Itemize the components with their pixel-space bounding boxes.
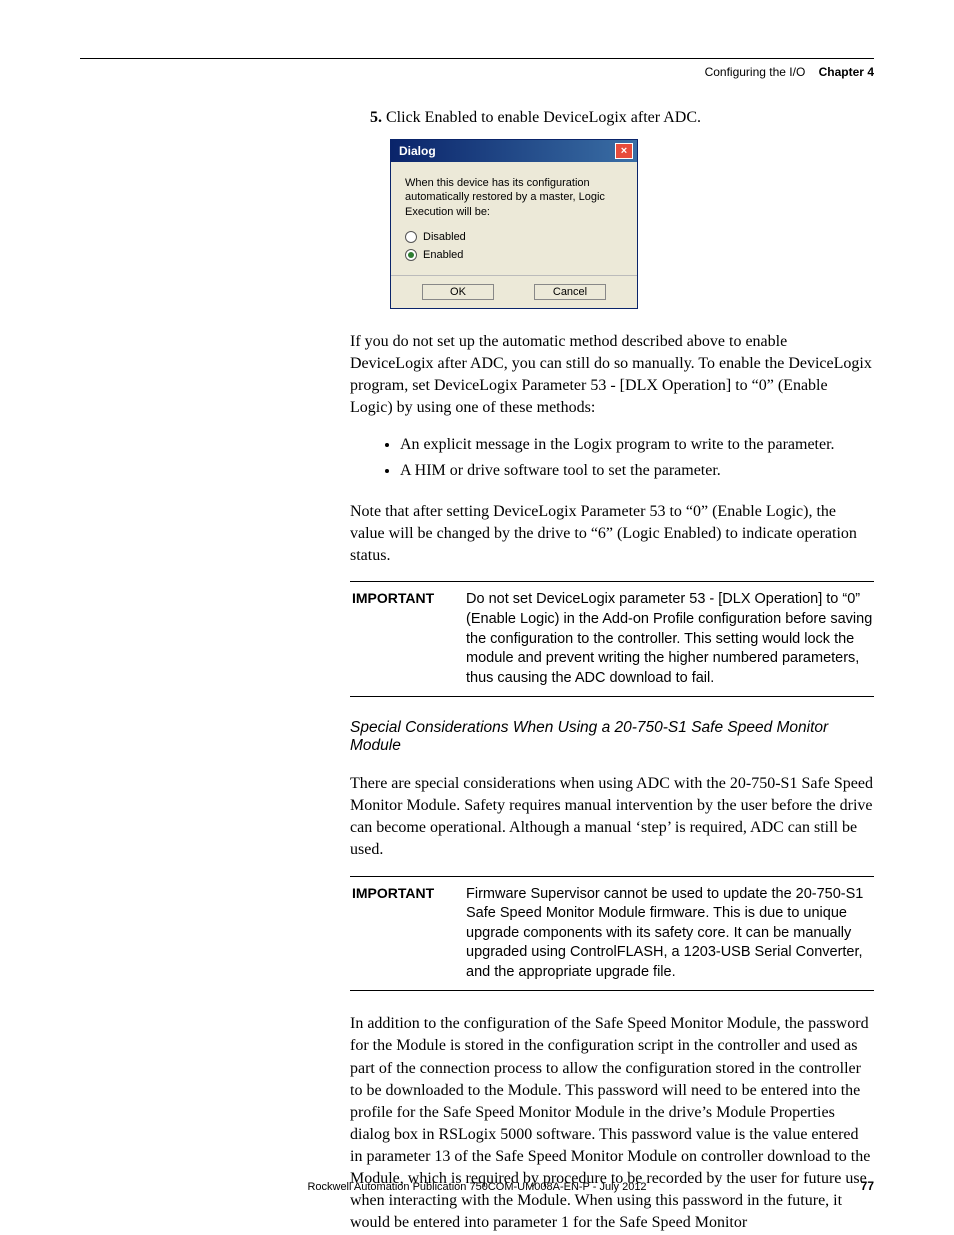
subheading: Special Considerations When Using a 20-7… (350, 719, 874, 755)
cancel-button[interactable]: Cancel (534, 284, 606, 300)
step-line: 5. Click Enabled to enable DeviceLogix a… (350, 109, 874, 127)
paragraph: There are special considerations when us… (350, 773, 874, 861)
header-rule (80, 58, 874, 59)
list-item: A HIM or drive software tool to set the … (400, 459, 874, 483)
important-text: Firmware Supervisor cannot be used to up… (466, 885, 874, 983)
bullet-list: An explicit message in the Logix program… (400, 433, 874, 483)
paragraph: If you do not set up the automatic metho… (350, 331, 874, 419)
important-text: Do not set DeviceLogix parameter 53 - [D… (466, 590, 874, 688)
important-label: IMPORTANT (350, 885, 466, 983)
publication-info: Rockwell Automation Publication 750COM-U… (307, 1181, 646, 1193)
radio-enabled[interactable]: Enabled (405, 249, 623, 261)
radio-icon (405, 231, 417, 243)
radio-enabled-label: Enabled (423, 249, 463, 261)
important-callout: IMPORTANT Do not set DeviceLogix paramet… (350, 581, 874, 697)
close-icon[interactable]: × (615, 143, 633, 159)
radio-icon (405, 249, 417, 261)
ok-button[interactable]: OK (422, 284, 494, 300)
dialog-window: Dialog × When this device has its config… (390, 139, 638, 309)
header-chapter: Chapter 4 (819, 65, 874, 79)
page-footer: Rockwell Automation Publication 750COM-U… (80, 1181, 874, 1193)
radio-disabled-label: Disabled (423, 231, 466, 243)
header-section: Configuring the I/O (705, 65, 806, 79)
step-text: Click Enabled to enable DeviceLogix afte… (386, 109, 701, 126)
paragraph: Note that after setting DeviceLogix Para… (350, 501, 874, 567)
dialog-title: Dialog (399, 144, 436, 158)
step-number: 5. (370, 109, 382, 126)
important-callout: IMPORTANT Firmware Supervisor cannot be … (350, 876, 874, 992)
important-label: IMPORTANT (350, 590, 466, 688)
page-number: 77 (861, 1179, 874, 1193)
dialog-button-row: OK Cancel (391, 275, 637, 308)
dialog-titlebar: Dialog × (391, 140, 637, 162)
paragraph: In addition to the configuration of the … (350, 1013, 874, 1234)
radio-disabled[interactable]: Disabled (405, 231, 623, 243)
running-header: Configuring the I/O Chapter 4 (80, 65, 874, 79)
dialog-body: When this device has its configuration a… (391, 162, 637, 275)
dialog-message: When this device has its configuration a… (405, 176, 623, 219)
list-item: An explicit message in the Logix program… (400, 433, 874, 457)
